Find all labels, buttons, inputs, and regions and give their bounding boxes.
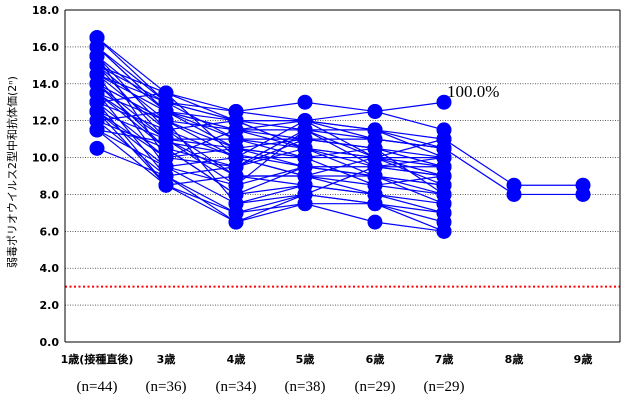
data-point (158, 177, 174, 193)
data-point (367, 103, 383, 119)
sample-size-label: (n=34) (216, 379, 257, 395)
data-point (367, 186, 383, 202)
data-point (228, 140, 244, 156)
annotation-label: 100.0% (447, 82, 499, 101)
y-tick-label: 14.0 (32, 78, 59, 91)
data-point (436, 94, 452, 110)
data-point (228, 196, 244, 212)
data-point (436, 223, 452, 239)
data-point (367, 122, 383, 138)
series-line (96, 74, 445, 186)
series-line (96, 73, 445, 149)
sample-size-label: (n=36) (146, 379, 187, 395)
x-tick-label: 1歳(接種直後) (61, 352, 134, 366)
series-line (96, 110, 445, 186)
y-tick-label: 12.0 (32, 115, 59, 128)
data-point (506, 186, 522, 202)
axes (64, 9, 621, 343)
data-point (436, 150, 452, 166)
y-tick-label: 16.0 (32, 41, 59, 54)
x-tick-label: 5歳 (296, 352, 315, 366)
data-point (228, 113, 244, 129)
sample-size-label: (n=29) (424, 379, 465, 395)
series-line (96, 129, 445, 223)
data-point (158, 113, 174, 129)
x-tick-label: 7歳 (435, 352, 454, 366)
y-tick-label: 18.0 (32, 4, 59, 17)
data-point (89, 94, 105, 110)
x-tick-label: 9歳 (574, 352, 593, 366)
data-point (89, 76, 105, 92)
series-line (96, 46, 445, 177)
data-point (297, 140, 313, 156)
data-point (228, 168, 244, 184)
data-point (297, 177, 313, 193)
series-group (89, 30, 591, 239)
series-line (96, 83, 306, 205)
y-tick-label: 8.0 (40, 188, 60, 201)
x-tick-label: 8歳 (505, 352, 524, 366)
data-point (367, 214, 383, 230)
series-line (96, 120, 445, 214)
x-tick-label: 3歳 (157, 352, 176, 366)
data-point (158, 159, 174, 175)
y-tick-label: 6.0 (40, 225, 60, 238)
series-line (96, 101, 444, 223)
sample-size-label: (n=44) (77, 379, 118, 395)
sample-size-label: (n=29) (355, 379, 396, 395)
data-point (297, 122, 313, 138)
y-tick-label: 2.0 (40, 299, 60, 312)
y-tick-label: 0.0 (40, 336, 60, 349)
data-point (158, 131, 174, 147)
data-point (228, 214, 244, 230)
data-point (297, 94, 313, 110)
x-tick-label: 6歳 (366, 352, 385, 366)
data-point (367, 159, 383, 175)
y-tick-label: 4.0 (40, 262, 60, 275)
y-tick-label: 10.0 (32, 152, 59, 165)
series-line (96, 92, 445, 177)
series-line (96, 92, 306, 159)
series-line (96, 37, 445, 113)
sample-size-label: (n=38) (285, 379, 326, 395)
data-point (297, 159, 313, 175)
labels: 0.0 2.0 4.0 6.0 8.0 10.0 12.0 14.0 16.0 18.0 1歳(接種… (32, 4, 592, 395)
data-point (89, 113, 105, 129)
y-axis-title: 弱毒ポリオウイルス2型中和抗体価(2ⁿ) (5, 76, 19, 268)
data-point (89, 48, 105, 64)
data-point (575, 186, 591, 202)
data-point (158, 85, 174, 101)
data-point (436, 205, 452, 221)
series-line (96, 92, 445, 214)
series-line (96, 83, 445, 196)
series-line (96, 46, 583, 196)
x-tick-label: 4歳 (227, 352, 246, 366)
data-point (436, 177, 452, 193)
data-point (89, 30, 105, 46)
series-line (96, 64, 306, 149)
series-line (96, 129, 306, 168)
data-point (89, 140, 105, 156)
